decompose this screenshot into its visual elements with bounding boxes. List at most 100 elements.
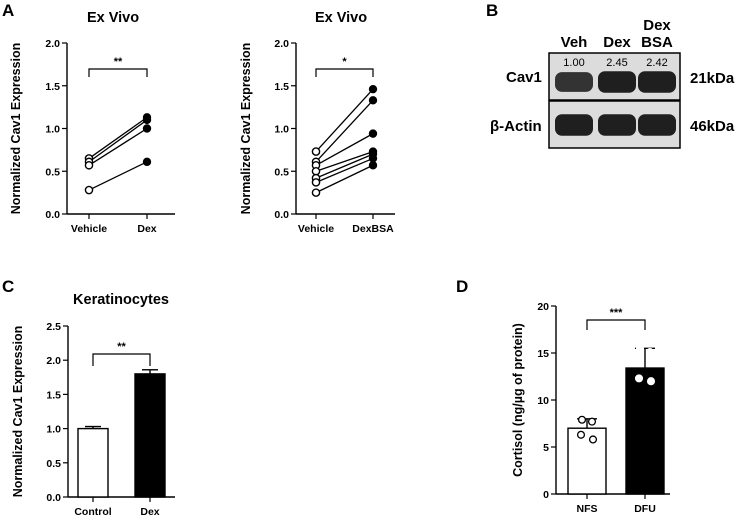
chart-cortisol: 0 5 10 15 20 Cortisol (ng/µg of protein) NFS DF… <box>511 301 670 515</box>
y-tick-label: 0.5 <box>45 166 60 178</box>
bar <box>625 367 665 495</box>
vehicle-point <box>311 147 321 156</box>
y-tick-label: 20 <box>537 301 549 313</box>
treatment-point <box>142 115 152 125</box>
vehicle-point <box>311 166 321 176</box>
y-tick-label: 2.0 <box>46 355 61 367</box>
chart-keratinocytes: Keratinocytes 0.0 0.5 1.0 1.5 2.0 2.5 Normalize… <box>11 292 175 518</box>
y-tick-label: 1.5 <box>274 81 289 93</box>
y-tick-label: 0.0 <box>45 209 60 221</box>
pair-line <box>88 161 148 191</box>
treatment-point <box>368 154 378 163</box>
pair-line <box>88 119 148 163</box>
data-point <box>646 377 656 386</box>
x-tick-label: Vehicle <box>298 223 334 235</box>
protein-label: β-Actin <box>490 118 542 135</box>
y-axis-label: Normalized Cav1 Expression <box>239 43 253 215</box>
treatment-point <box>142 157 152 167</box>
kda-label: 46kDa <box>690 118 735 135</box>
significance-bracket <box>92 353 151 366</box>
y-axis-label: Cortisol (ng/µg of protein) <box>511 323 525 477</box>
bar <box>567 427 607 495</box>
y-tick-label: 0 <box>543 489 549 501</box>
lane-label: Veh <box>561 34 588 51</box>
lane-label: Dex <box>603 34 631 51</box>
x-tick-label: Vehicle <box>71 223 107 235</box>
lane-label: Dex <box>643 17 671 34</box>
band-ratio: 2.45 <box>606 57 627 69</box>
significance-label: ** <box>117 341 126 353</box>
y-tick-label: 10 <box>537 395 549 407</box>
blot-band <box>638 71 676 93</box>
data-point <box>588 435 598 444</box>
treatment-point <box>368 161 378 170</box>
treatment-point <box>368 96 378 105</box>
pair-line <box>88 127 148 166</box>
y-tick-label: 2.5 <box>46 321 61 333</box>
panel-letter-d: D <box>456 277 468 296</box>
x-tick-label: Control <box>74 506 111 518</box>
pair-line <box>315 88 374 153</box>
bar <box>77 427 109 498</box>
data-point <box>587 417 597 426</box>
x-tick-label: DexBSA <box>352 223 394 235</box>
significance-label: *** <box>610 307 624 319</box>
pair-line <box>315 153 374 179</box>
protein-label: Cav1 <box>506 69 542 86</box>
pair-line <box>88 116 148 159</box>
y-tick-label: 0.5 <box>46 458 61 470</box>
significance-bracket <box>88 68 148 77</box>
pair-line <box>315 99 374 163</box>
significance-label: ** <box>114 56 123 68</box>
y-tick-label: 0.0 <box>46 492 61 504</box>
vehicle-point <box>84 185 94 195</box>
y-tick-label: 1.0 <box>46 424 61 436</box>
vehicle-point <box>311 188 321 197</box>
band-ratio: 1.00 <box>563 57 584 69</box>
panel-letter-a: A <box>2 1 14 20</box>
y-tick-label: 1.0 <box>274 124 289 136</box>
blot-band <box>638 114 676 136</box>
y-tick-label: 2.0 <box>274 38 289 50</box>
blot-band <box>598 71 636 93</box>
treatment-point <box>142 124 152 133</box>
band-ratio: 2.42 <box>646 57 667 69</box>
lane-label: BSA <box>641 34 673 51</box>
panel-letter-b: B <box>486 1 498 20</box>
significance-bracket <box>586 319 646 330</box>
y-tick-label: 1.0 <box>45 124 60 136</box>
y-tick-label: 15 <box>537 348 549 360</box>
chart-title: Keratinocytes <box>73 292 169 308</box>
significance-bracket <box>315 68 374 77</box>
chart-title: Ex Vivo <box>315 10 367 26</box>
pair-line <box>315 150 374 172</box>
pair-line <box>315 157 374 183</box>
chart-ex-vivo-dexbsa: Ex Vivo 0.0 0.5 1.0 1.5 2.0 Normalized Cav1 Ex… <box>239 10 395 235</box>
vehicle-point <box>84 160 94 170</box>
vehicle-point <box>311 178 321 187</box>
chart-ex-vivo-dex: Ex Vivo 0.0 0.5 1.0 1.5 2.0 Normalized Cav1 Ex… <box>9 10 175 235</box>
pair-line <box>315 133 374 166</box>
data-point <box>634 374 644 383</box>
blot-band <box>555 114 593 136</box>
panel-letter-c: C <box>2 277 14 296</box>
data-point <box>577 415 587 424</box>
y-tick-label: 1.5 <box>45 81 60 93</box>
x-tick-label: DFU <box>634 503 656 515</box>
y-tick-label: 5 <box>543 442 549 454</box>
y-tick-label: 1.5 <box>46 389 61 401</box>
significance-label: * <box>342 56 347 68</box>
y-axis-label: Normalized Cav1 Expression <box>11 326 25 498</box>
blot-band <box>555 72 593 92</box>
x-tick-label: Dex <box>140 506 159 518</box>
data-point <box>645 348 655 357</box>
y-tick-label: 2.0 <box>45 38 60 50</box>
bar <box>134 373 166 498</box>
x-tick-label: NFS <box>577 503 598 515</box>
data-point <box>635 344 645 353</box>
chart-title: Ex Vivo <box>87 10 139 26</box>
x-tick-label: Dex <box>137 223 156 235</box>
y-axis-label: Normalized Cav1 Expression <box>9 43 23 215</box>
treatment-point <box>368 84 378 94</box>
